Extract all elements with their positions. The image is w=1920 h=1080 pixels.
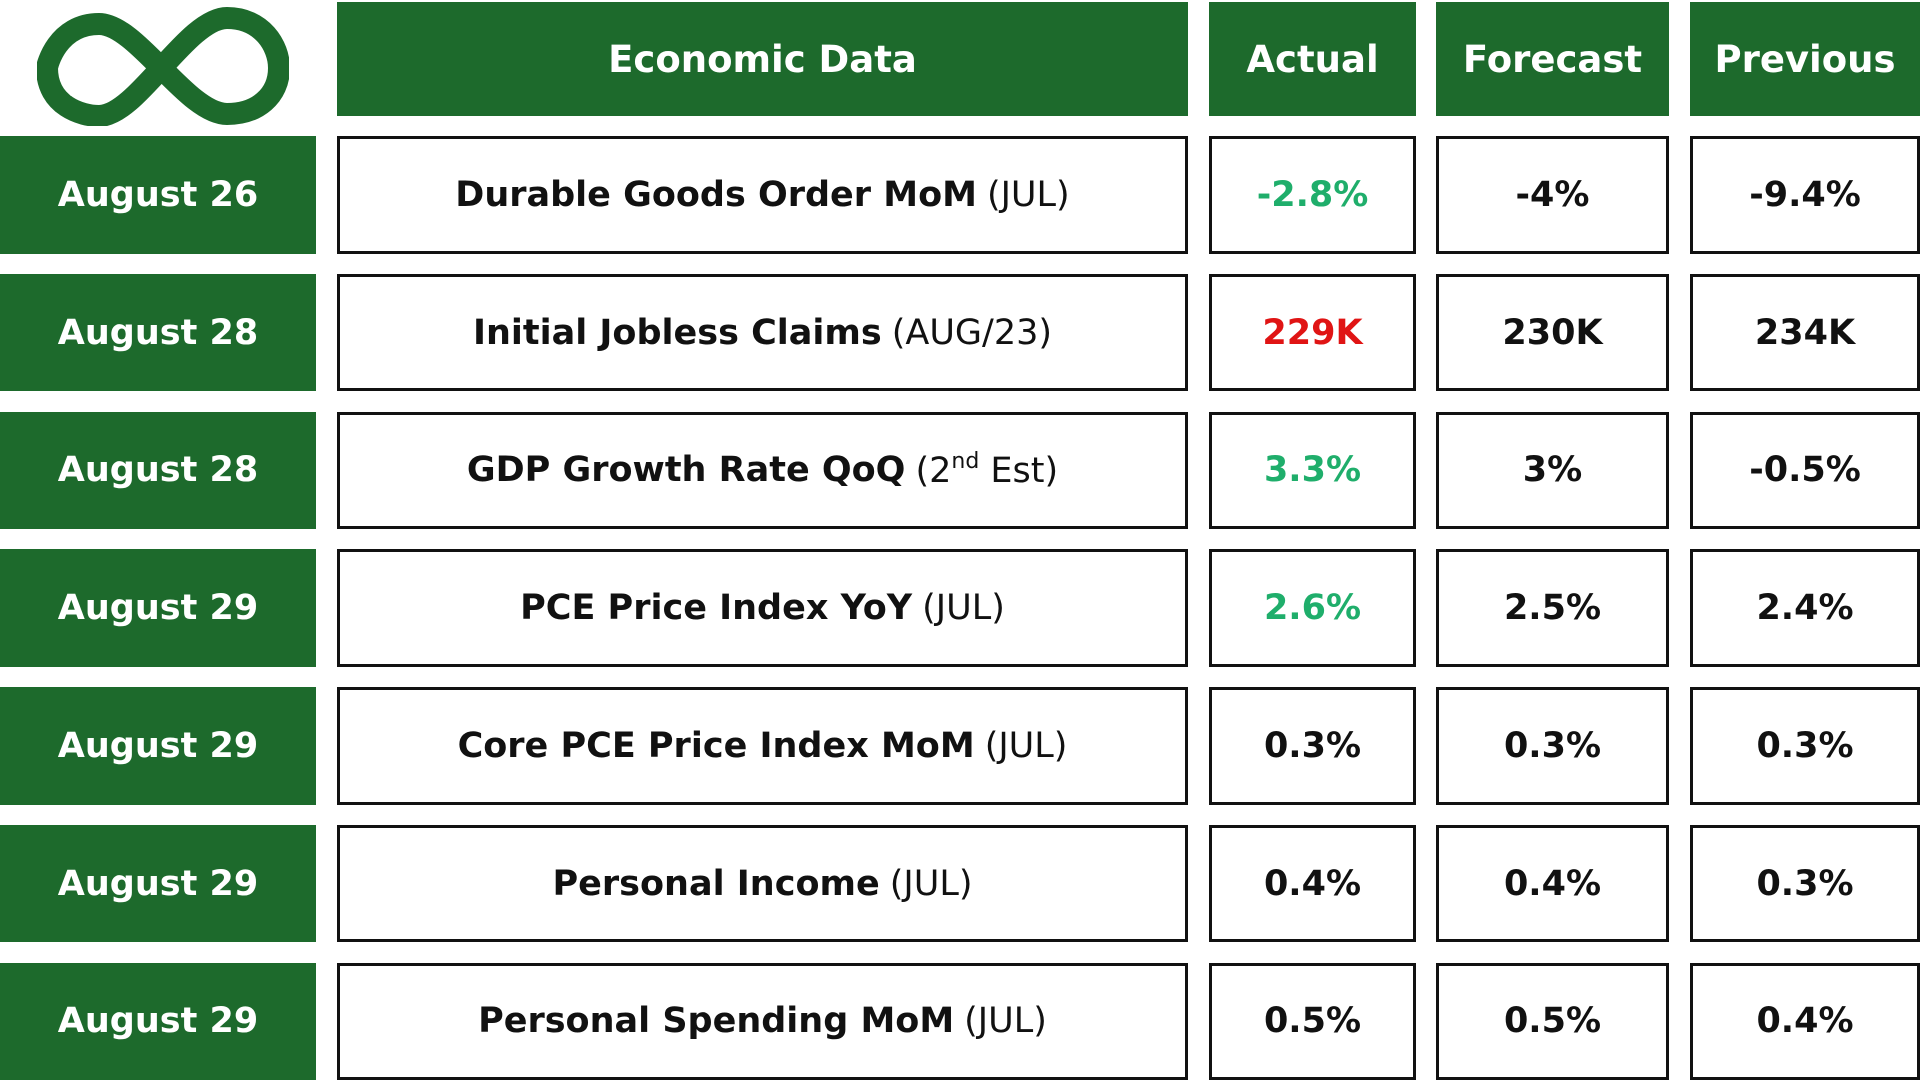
indicator-period: (JUL) [984,725,1068,766]
indicator-name: Personal Spending MoM [478,1001,955,1042]
actual-value: 0.3% [1209,687,1416,805]
indicator-cell: PCE Price Index YoY (JUL) [337,549,1188,667]
indicator-name: Core PCE Price Index MoM [457,725,975,766]
indicator-name: PCE Price Index YoY [520,588,913,628]
actual-value: 2.6% [1209,549,1416,667]
date-cell: August 28 [0,411,316,529]
actual-value: 3.3% [1209,411,1416,529]
indicator-cell: Initial Jobless Claims (AUG/23) [337,273,1188,392]
indicator-period: (2nd Est) [915,449,1058,491]
indicator-cell: Personal Spending MoM (JUL) [337,962,1188,1080]
indicator-name: Personal Income [552,863,880,904]
previous-value: -9.4% [1690,136,1920,254]
actual-value: 229K [1209,273,1416,392]
previous-value: 0.4% [1690,962,1920,1080]
period-text: (2 [915,451,952,492]
indicator-period: (JUL) [986,174,1070,215]
indicator-name: GDP Growth Rate QoQ [466,450,906,491]
date-cell: August 29 [0,824,316,943]
previous-value: 234K [1690,273,1920,392]
previous-value: 0.3% [1690,687,1920,805]
indicator-cell: Core PCE Price Index MoM (JUL) [337,687,1188,805]
logo [37,6,289,126]
forecast-value: 2.5% [1436,549,1669,667]
date-cell: August 29 [0,687,316,805]
indicator-period: (JUL) [889,863,973,904]
actual-value: -2.8% [1209,136,1416,254]
period-superscript: nd [951,449,980,475]
date-cell: August 29 [0,962,316,1080]
indicator-period: (JUL) [964,1001,1047,1042]
forecast-value: 230K [1436,273,1669,392]
actual-value: 0.5% [1209,962,1416,1080]
indicator-cell: GDP Growth Rate QoQ (2nd Est) [337,411,1188,529]
column-header: Economic Data [337,2,1188,116]
column-header: Actual [1209,2,1416,116]
indicator-cell: Personal Income (JUL) [337,824,1188,943]
column-header: Previous [1690,2,1920,116]
forecast-value: 0.4% [1436,824,1669,943]
column-header: Forecast [1436,2,1669,116]
previous-value: 0.3% [1690,824,1920,943]
indicator-period: (AUG/23) [891,312,1053,353]
actual-value: 0.4% [1209,824,1416,943]
previous-value: -0.5% [1690,411,1920,529]
forecast-value: -4% [1436,136,1669,254]
previous-value: 2.4% [1690,549,1920,667]
indicator-period: (JUL) [922,588,1005,628]
indicator-name: Durable Goods Order MoM [455,174,977,215]
indicator-cell: Durable Goods Order MoM (JUL) [337,136,1188,254]
indicator-name: Initial Jobless Claims [472,312,882,353]
forecast-value: 0.3% [1436,687,1669,805]
forecast-value: 3% [1436,411,1669,529]
date-cell: August 29 [0,549,316,667]
forecast-value: 0.5% [1436,962,1669,1080]
period-tail: Est) [979,451,1059,492]
date-cell: August 26 [0,136,316,254]
date-cell: August 28 [0,273,316,392]
